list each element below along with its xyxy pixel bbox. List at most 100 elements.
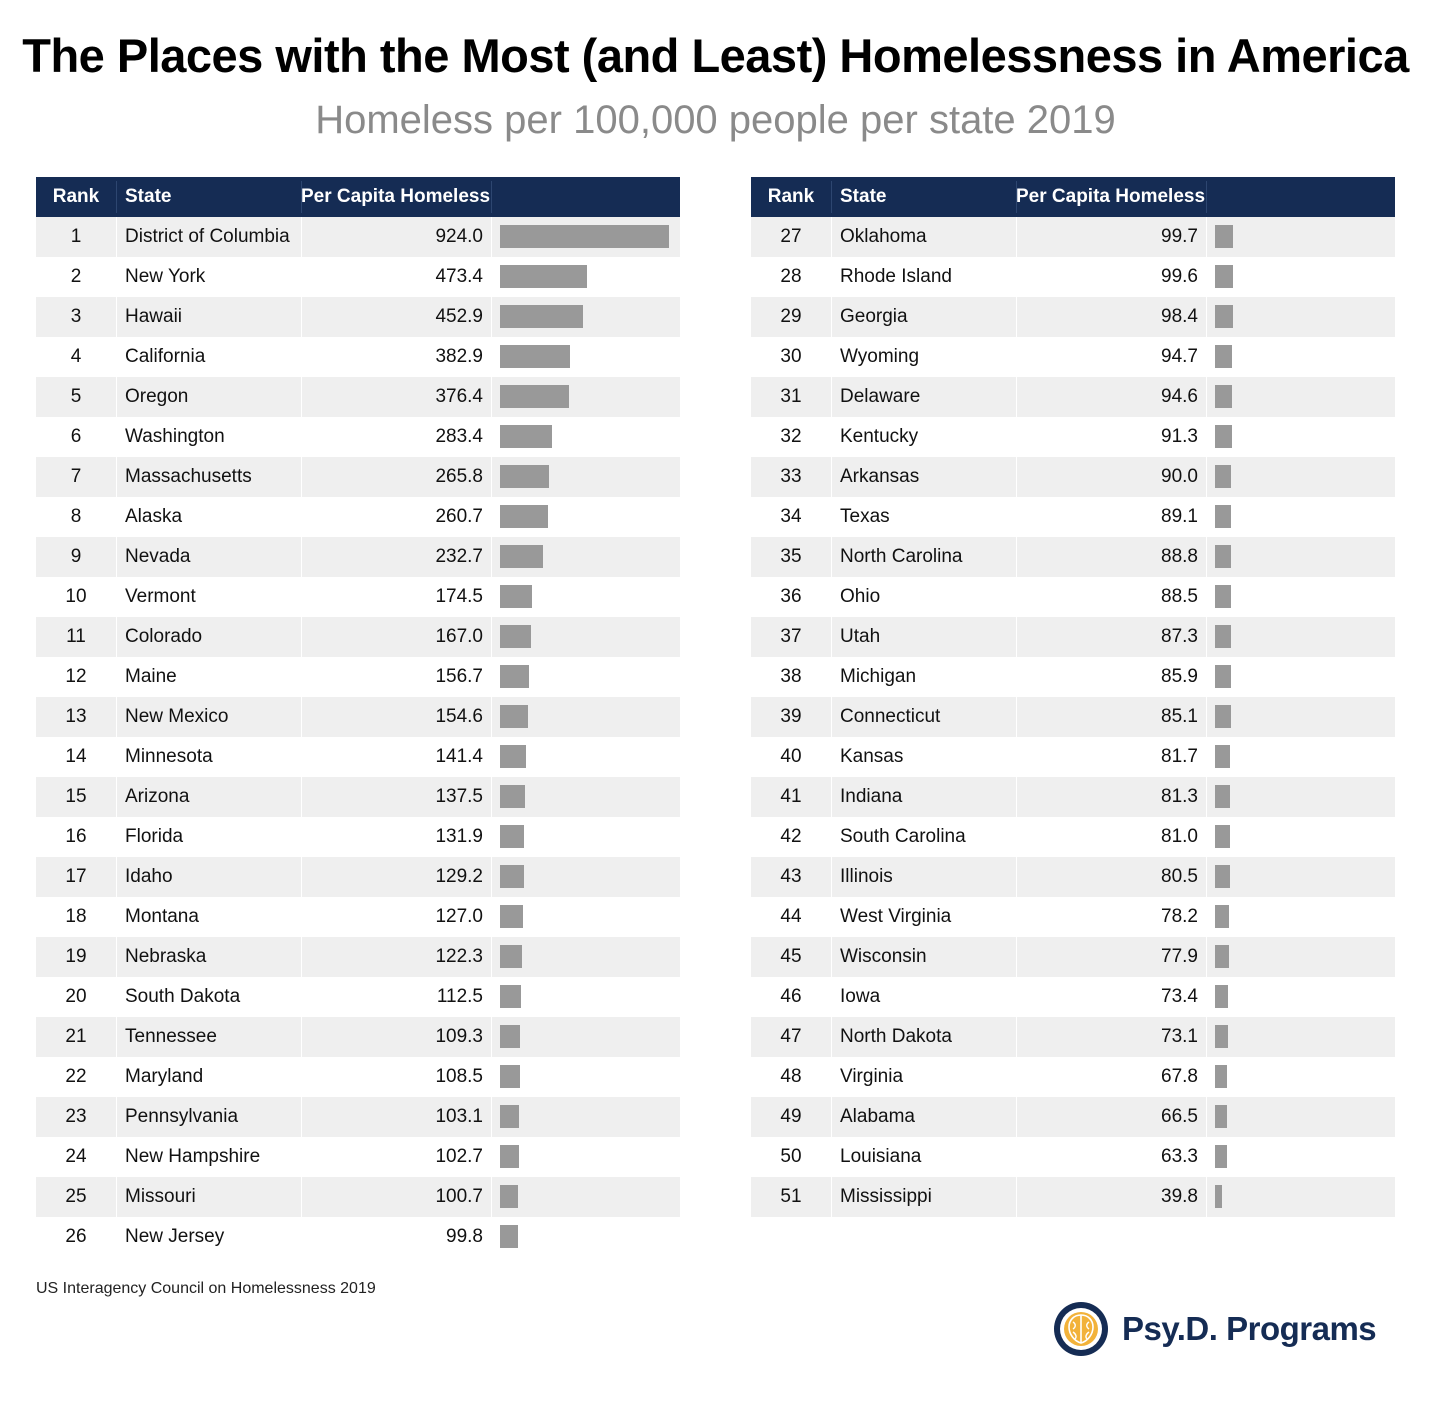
state-cell: Wisconsin	[840, 946, 927, 967]
state-cell: Arizona	[125, 786, 190, 807]
value-label: 102.7	[435, 1146, 483, 1167]
bar-cell	[491, 897, 680, 937]
value-label: 174.5	[435, 586, 483, 607]
bar	[500, 665, 529, 688]
state-cell: New Jersey	[125, 1226, 225, 1247]
state-cell: Indiana	[840, 786, 903, 807]
rank-cell: 13	[65, 706, 87, 727]
table-row: 40 Kansas 81.7	[751, 737, 1395, 777]
table-row: 19 Nebraska 122.3	[36, 937, 680, 977]
state-cell: Washington	[125, 426, 225, 447]
bar-cell	[491, 337, 680, 377]
bar-cell	[491, 817, 680, 857]
bar	[500, 1185, 519, 1208]
header-state: State	[840, 186, 887, 207]
bar-cell	[491, 537, 680, 577]
table-row: 9 Nevada 232.7	[36, 537, 680, 577]
table-row: 44 West Virginia 78.2	[751, 897, 1395, 937]
bar	[1215, 305, 1233, 328]
state-cell: Michigan	[840, 666, 917, 687]
value-label: 141.4	[435, 746, 483, 767]
value-label: 88.5	[1161, 586, 1198, 607]
bar	[500, 865, 524, 888]
source-note: US Interagency Council on Homelessness 2…	[36, 1280, 376, 1297]
value-label: 77.9	[1161, 946, 1198, 967]
state-cell: South Dakota	[125, 986, 241, 1007]
rank-cell: 20	[65, 986, 87, 1007]
rank-cell: 27	[780, 226, 802, 247]
table-row: 7 Massachusetts 265.8	[36, 457, 680, 497]
state-cell: Pennsylvania	[125, 1106, 239, 1127]
value-label: 103.1	[435, 1106, 483, 1127]
bar	[1215, 505, 1232, 528]
bar-cell	[1206, 697, 1395, 737]
bar	[1215, 425, 1232, 448]
bar	[500, 825, 525, 848]
table-row: 18 Montana 127.0	[36, 897, 680, 937]
rank-cell: 41	[780, 786, 802, 807]
state-cell: South Carolina	[840, 826, 966, 847]
rank-cell: 36	[780, 586, 802, 607]
state-cell: North Dakota	[840, 1026, 952, 1047]
value-label: 265.8	[435, 466, 483, 487]
table-row: 8 Alaska 260.7	[36, 497, 680, 537]
value-label: 376.4	[435, 386, 483, 407]
rank-cell: 2	[70, 266, 82, 287]
bar	[500, 425, 552, 448]
state-cell: Wyoming	[840, 346, 920, 367]
table-row: 26 New Jersey 99.8	[36, 1217, 680, 1257]
state-cell: Texas	[840, 506, 890, 527]
table-row: 50 Louisiana 63.3	[751, 1137, 1395, 1177]
value-label: 137.5	[435, 786, 483, 807]
value-label: 154.6	[435, 706, 483, 727]
value-label: 91.3	[1161, 426, 1198, 447]
bar-cell	[491, 857, 680, 897]
table-row: 49 Alabama 66.5	[751, 1097, 1395, 1137]
rank-cell: 28	[780, 266, 802, 287]
bar	[1215, 385, 1233, 408]
table-row: 47 North Dakota 73.1	[751, 1017, 1395, 1057]
value-label: 129.2	[435, 866, 483, 887]
rank-cell: 30	[780, 346, 802, 367]
value-label: 81.0	[1161, 826, 1198, 847]
state-cell: New Hampshire	[125, 1146, 261, 1167]
chart-subtitle: Homeless per 100,000 people per state 20…	[315, 98, 1116, 142]
bar-cell	[1206, 657, 1395, 697]
state-cell: Kansas	[840, 746, 904, 767]
bar-cell	[491, 417, 680, 457]
state-cell: Iowa	[840, 986, 881, 1007]
table-row: 41 Indiana 81.3	[751, 777, 1395, 817]
header-state: State	[125, 186, 172, 207]
rank-cell: 1	[70, 226, 82, 247]
value-label: 473.4	[435, 266, 483, 287]
bar	[500, 785, 526, 808]
state-cell: West Virginia	[840, 906, 952, 927]
bar-cell	[1206, 1017, 1395, 1057]
bar	[1215, 265, 1234, 288]
bar-cell	[1206, 217, 1395, 257]
bar-cell	[1206, 457, 1395, 497]
rank-cell: 48	[780, 1066, 802, 1087]
table-row: 51 Mississippi 39.8	[751, 1177, 1395, 1217]
bar	[1215, 665, 1231, 688]
table-header: Rank State Per Capita Homeless	[751, 177, 1395, 217]
table-row: 30 Wyoming 94.7	[751, 337, 1395, 377]
bar	[1215, 905, 1230, 928]
value-label: 99.7	[1161, 226, 1198, 247]
value-label: 127.0	[435, 906, 483, 927]
bar	[1215, 1065, 1228, 1088]
value-label: 99.6	[1161, 266, 1198, 287]
bar-cell	[491, 257, 680, 297]
bar-cell	[491, 457, 680, 497]
value-label: 122.3	[435, 946, 483, 967]
table-row: 37 Utah 87.3	[751, 617, 1395, 657]
bar	[500, 945, 523, 968]
value-label: 39.8	[1161, 1186, 1198, 1207]
state-cell: Illinois	[840, 866, 893, 887]
bar	[1215, 1145, 1227, 1168]
bar	[1215, 785, 1230, 808]
value-label: 89.1	[1161, 506, 1198, 527]
state-cell: Massachusetts	[125, 466, 252, 487]
table-body: 27 Oklahoma 99.7 28 Rhode Island 99.6 29 Georgi…	[751, 217, 1395, 1217]
rank-cell: 34	[780, 506, 802, 527]
